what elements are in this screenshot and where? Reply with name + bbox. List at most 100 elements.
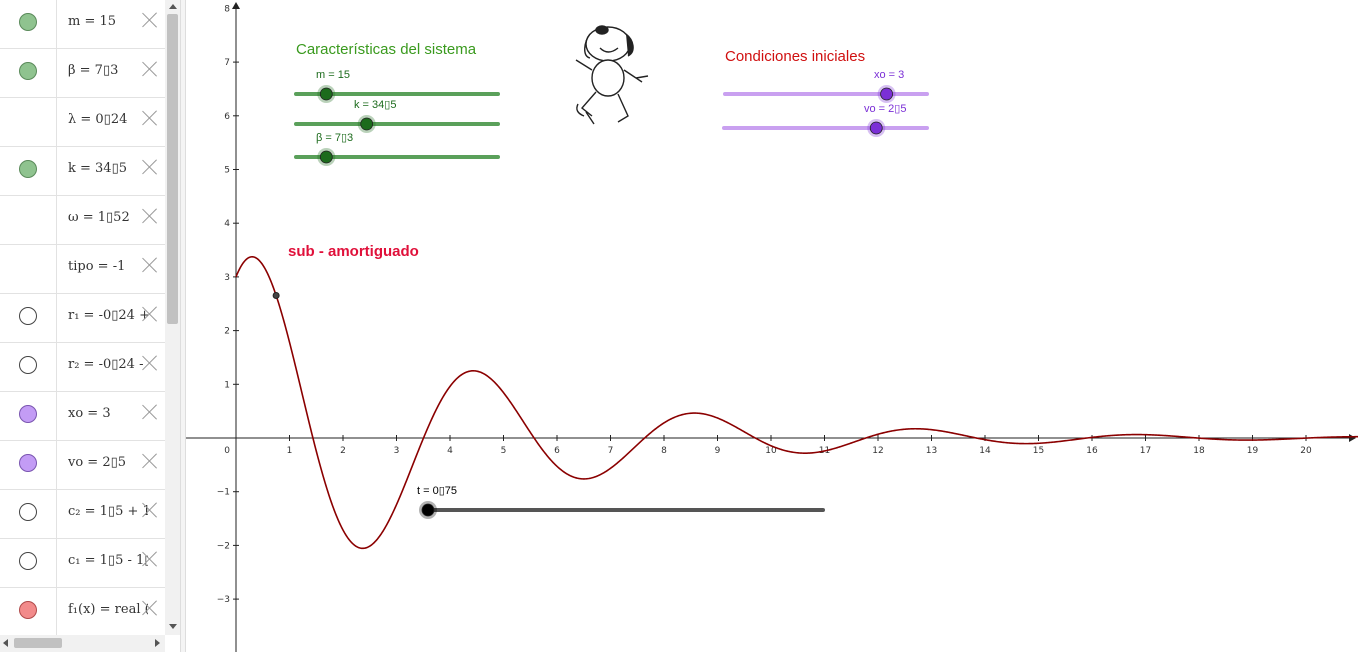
y-tick-label: −2 [217, 541, 230, 551]
function-curve[interactable] [235, 255, 1358, 550]
x-tick-label: 5 [501, 446, 507, 456]
delete-icon[interactable] [140, 549, 160, 569]
visibility-cell [0, 98, 57, 146]
delete-icon[interactable] [140, 402, 160, 422]
slider-knob[interactable] [319, 150, 333, 164]
delete-icon[interactable] [140, 157, 160, 177]
algebra-expression[interactable]: xo = 3 [68, 406, 111, 421]
delete-icon[interactable] [140, 598, 160, 618]
algebra-expression[interactable]: c₁ = 1▯5 - 1▯08 [68, 553, 148, 568]
x-tick-label: 18 [1193, 446, 1205, 456]
slider[interactable]: vo = 2▯5 [722, 103, 929, 137]
visibility-toggle-icon[interactable] [19, 454, 37, 472]
view-divider[interactable] [180, 0, 186, 652]
algebra-row[interactable]: r₁ = -0▯24 + 1▯ [0, 294, 165, 343]
visibility-toggle-icon[interactable] [19, 307, 37, 325]
slider[interactable]: k = 34▯5 [294, 99, 500, 133]
y-tick-label: 1 [224, 380, 230, 390]
algebra-row[interactable]: vo = 2▯5 [0, 441, 165, 490]
slider[interactable]: xo = 3 [723, 69, 929, 103]
algebra-row[interactable]: c₁ = 1▯5 - 1▯08 [0, 539, 165, 588]
visibility-cell [0, 490, 57, 538]
algebra-row[interactable]: λ = 0▯24 [0, 98, 165, 147]
visibility-toggle-icon[interactable] [19, 62, 37, 80]
scroll-down-arrow-icon[interactable] [169, 624, 177, 629]
x-tick-label: 6 [554, 446, 560, 456]
algebra-row[interactable]: ω = 1▯52 [0, 196, 165, 245]
slider-knob[interactable] [360, 117, 374, 131]
algebra-row[interactable]: tipo = -1 [0, 245, 165, 294]
algebra-expression[interactable]: tipo = -1 [68, 259, 126, 274]
slider-knob[interactable] [421, 503, 435, 517]
slider[interactable]: m = 15 [294, 69, 500, 103]
delete-icon[interactable] [140, 353, 160, 373]
x-tick-label: 14 [979, 446, 991, 456]
visibility-cell [0, 0, 57, 48]
x-tick-label: 4 [447, 446, 453, 456]
algebra-expression[interactable]: λ = 0▯24 [68, 112, 128, 127]
algebra-expression[interactable]: r₁ = -0▯24 + 1▯ [68, 308, 148, 323]
algebra-expression[interactable]: f₁(x) = real (1.5 [68, 602, 148, 617]
x-tick-label: 15 [1033, 446, 1044, 456]
delete-icon[interactable] [140, 10, 160, 30]
algebra-row[interactable]: c₂ = 1▯5 + 1▯0 [0, 490, 165, 539]
slider-label: xo = 3 [874, 69, 904, 81]
algebra-row[interactable]: f₁(x) = real (1.5 [0, 588, 165, 637]
delete-icon[interactable] [140, 255, 160, 275]
horizontal-scrollbar[interactable] [0, 635, 165, 652]
delete-icon[interactable] [140, 451, 160, 471]
y-tick-label: 7 [224, 58, 230, 68]
delete-icon[interactable] [140, 59, 160, 79]
visibility-cell [0, 196, 57, 244]
visibility-toggle-icon[interactable] [19, 552, 37, 570]
delete-icon[interactable] [140, 304, 160, 324]
algebra-expression[interactable]: ω = 1▯52 [68, 210, 130, 225]
scroll-right-arrow-icon[interactable] [155, 639, 160, 647]
y-tick-label: 2 [224, 327, 230, 337]
slider-label: t = 0▯75 [417, 485, 457, 497]
algebra-row[interactable]: β = 7▯3 [0, 49, 165, 98]
visibility-toggle-icon[interactable] [19, 405, 37, 423]
x-tick-label: 16 [1086, 446, 1098, 456]
origin-label: 0 [224, 446, 230, 456]
delete-icon[interactable] [140, 500, 160, 520]
algebra-row[interactable]: m = 15 [0, 0, 165, 49]
slider-label: m = 15 [316, 69, 350, 81]
slider-knob[interactable] [869, 121, 883, 135]
algebra-row[interactable]: xo = 3 [0, 392, 165, 441]
algebra-expression[interactable]: k = 34▯5 [68, 161, 128, 176]
x-tick-label: 3 [394, 446, 400, 456]
visibility-toggle-icon[interactable] [19, 13, 37, 31]
algebra-expression[interactable]: m = 15 [68, 14, 117, 29]
algebra-row[interactable]: k = 34▯5 [0, 147, 165, 196]
algebra-expression[interactable]: c₂ = 1▯5 + 1▯0 [68, 504, 148, 519]
delete-icon[interactable] [140, 206, 160, 226]
delete-icon[interactable] [140, 108, 160, 128]
vertical-scrollbar[interactable] [165, 0, 180, 635]
system-characteristics-title: Características del sistema [296, 41, 477, 58]
algebra-expression[interactable]: vo = 2▯5 [68, 455, 127, 470]
visibility-cell [0, 343, 57, 391]
visibility-toggle-icon[interactable] [19, 160, 37, 178]
visibility-toggle-icon[interactable] [19, 503, 37, 521]
slider[interactable]: β = 7▯3 [294, 132, 500, 166]
scroll-left-arrow-icon[interactable] [3, 639, 8, 647]
y-tick-label: 3 [224, 273, 230, 283]
scroll-up-arrow-icon[interactable] [169, 4, 177, 9]
x-tick-label: 9 [715, 446, 721, 456]
y-tick-label: 8 [224, 4, 230, 14]
slider-knob[interactable] [880, 87, 893, 101]
vertical-scroll-thumb[interactable] [167, 14, 178, 324]
visibility-toggle-icon[interactable] [19, 356, 37, 374]
y-axis-ticks: 1 2 3 4 5 6 7 8 −1 −2 −3 [217, 4, 239, 605]
horizontal-scroll-thumb[interactable] [14, 638, 62, 648]
slider-knob[interactable] [319, 87, 333, 101]
algebra-expression[interactable]: r₂ = -0▯24 - 1▯5 [68, 357, 148, 372]
y-tick-label: −1 [217, 488, 230, 498]
trace-point[interactable] [272, 291, 280, 299]
slider[interactable]: t = 0▯75 [417, 485, 825, 519]
algebra-row[interactable]: r₂ = -0▯24 - 1▯5 [0, 343, 165, 392]
algebra-expression[interactable]: β = 7▯3 [68, 63, 119, 78]
visibility-toggle-icon[interactable] [19, 601, 37, 619]
